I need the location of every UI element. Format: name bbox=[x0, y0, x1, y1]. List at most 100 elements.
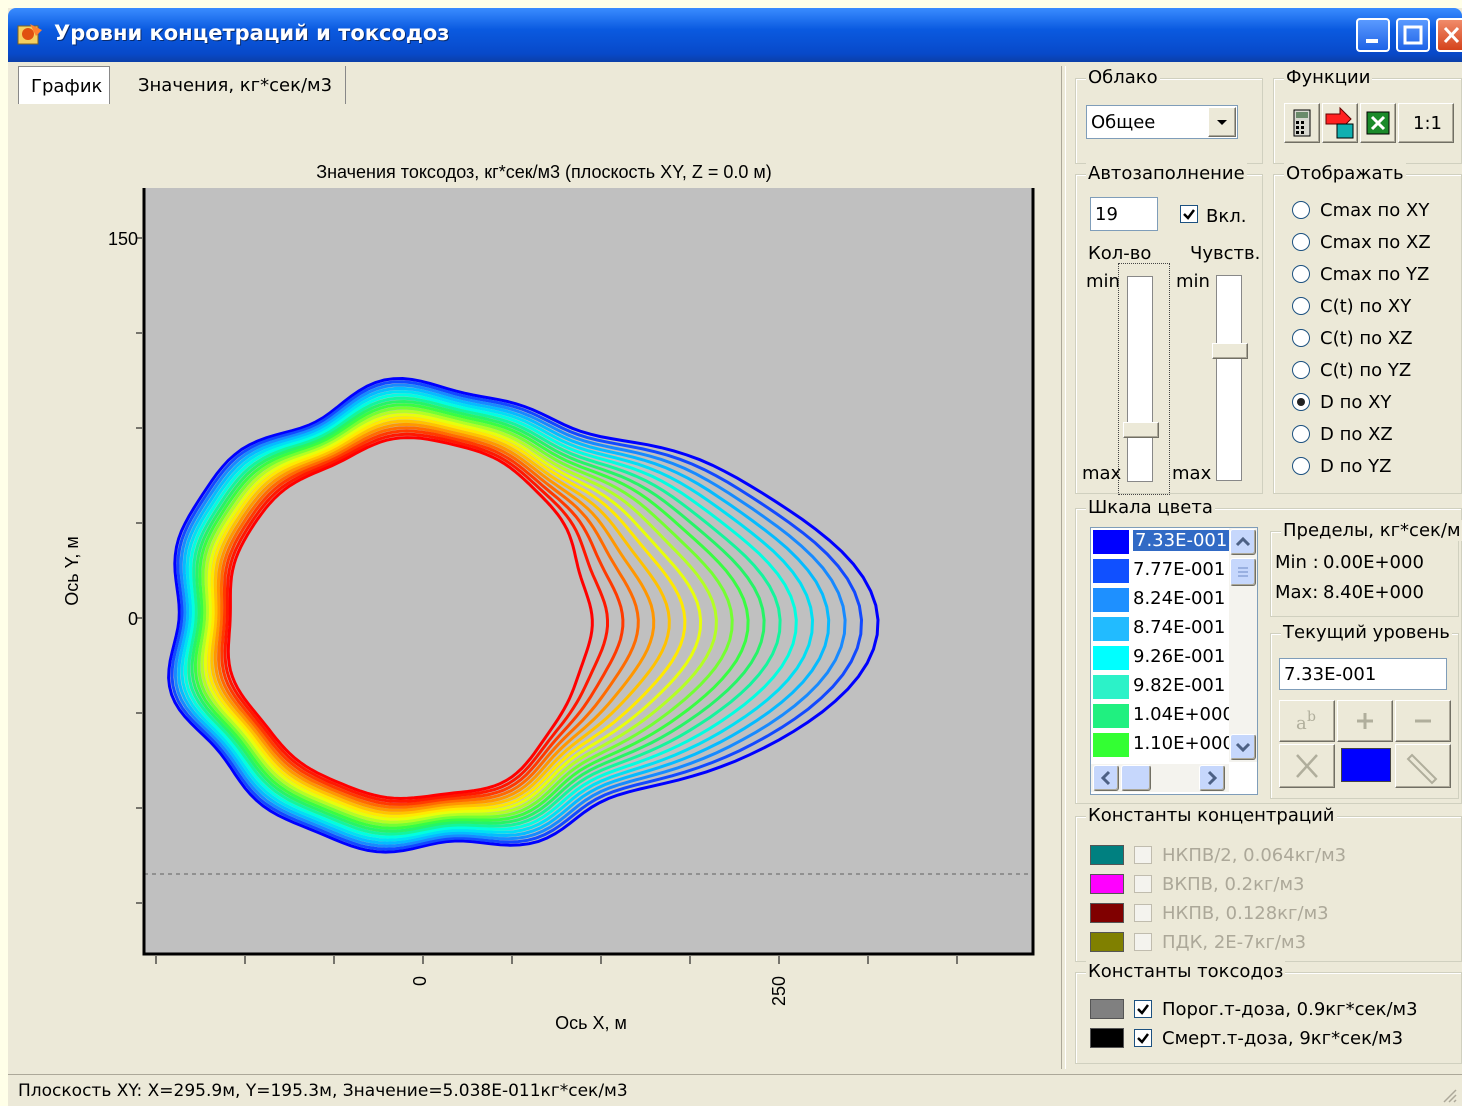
display-group: Отображать Cmax по XY Cmax по XZ Cmax по Y… bbox=[1273, 163, 1462, 494]
tab-graph[interactable]: График bbox=[18, 66, 110, 104]
display-radio-7[interactable] bbox=[1292, 425, 1310, 443]
app-window: Уровни концетраций и токсодоз График Зна… bbox=[8, 8, 1462, 1106]
title-bar[interactable]: Уровни концетраций и токсодоз bbox=[8, 8, 1462, 62]
count-slider-thumb[interactable] bbox=[1123, 422, 1159, 438]
scroll-up-button[interactable] bbox=[1230, 529, 1256, 555]
limits-group-label: Пределы, кг*сек/м bbox=[1281, 520, 1462, 541]
display-radio-1[interactable] bbox=[1292, 233, 1310, 251]
cloud-select-dropdown-button[interactable] bbox=[1208, 107, 1236, 137]
color-scale-item[interactable]: 9.26E-001 bbox=[1091, 644, 1227, 672]
excel-button[interactable] bbox=[1360, 103, 1396, 143]
count-max-label: max bbox=[1082, 463, 1122, 484]
color-swatch bbox=[1093, 646, 1129, 670]
cloud-select[interactable]: Общее bbox=[1086, 105, 1238, 139]
y-axis-ticks bbox=[136, 237, 142, 904]
tab-values[interactable]: Значения, кг*сек/м3 bbox=[120, 66, 346, 104]
color-scale-item[interactable]: 1.04E+000 bbox=[1091, 702, 1229, 730]
maximize-icon bbox=[1403, 25, 1423, 45]
constant-label: НКПВ, 0.128кг/м3 bbox=[1162, 903, 1329, 924]
vscroll-thumb[interactable] bbox=[1230, 558, 1256, 586]
contour-line bbox=[210, 419, 671, 815]
y-axis-label: Ось Y, м bbox=[62, 536, 82, 605]
sensitivity-slider-thumb[interactable] bbox=[1212, 343, 1248, 359]
color-scale-item[interactable]: 8.24E-001 bbox=[1091, 586, 1227, 614]
checkmark-icon bbox=[1137, 1004, 1149, 1015]
contour-line bbox=[213, 422, 656, 812]
sensitivity-slider[interactable] bbox=[1212, 273, 1248, 483]
export-button[interactable] bbox=[1322, 103, 1358, 143]
contour-line bbox=[167, 376, 880, 854]
scroll-left-button[interactable] bbox=[1093, 765, 1119, 791]
limits-group: Пределы, кг*сек/м Min : 0.00E+000 Max: 8… bbox=[1270, 520, 1462, 617]
scale-1-1-button[interactable]: 1:1 bbox=[1398, 103, 1454, 143]
contour-line bbox=[220, 429, 625, 806]
status-text: Плоскость XY: X=295.9м, Y=195.3м, Значен… bbox=[18, 1081, 628, 1101]
display-option-label: C(t) по YZ bbox=[1320, 360, 1412, 381]
contour-line bbox=[187, 396, 782, 836]
display-radio-4[interactable] bbox=[1292, 329, 1310, 347]
plus-icon bbox=[1357, 713, 1373, 729]
chevron-left-icon bbox=[1100, 770, 1111, 786]
constant-checkbox[interactable] bbox=[1134, 904, 1152, 922]
color-scale-item[interactable]: 1.10E+000 bbox=[1091, 731, 1229, 759]
color-scale-item[interactable]: 9.82E-001 bbox=[1091, 673, 1227, 701]
current-level-input[interactable]: 7.33E-001 bbox=[1279, 658, 1447, 690]
color-swatch bbox=[1093, 588, 1129, 612]
autofill-count-input[interactable]: 19 bbox=[1090, 197, 1158, 231]
delete-icon bbox=[1296, 754, 1318, 778]
color-scale-vscrollbar[interactable] bbox=[1229, 528, 1257, 762]
color-swatch bbox=[1093, 559, 1129, 583]
checkmark-icon bbox=[1137, 1033, 1149, 1044]
minimize-button[interactable] bbox=[1356, 18, 1390, 52]
tab-values-label: Значения, кг*сек/м3 bbox=[138, 75, 333, 96]
count-slider-track bbox=[1127, 276, 1153, 482]
display-radio-0[interactable] bbox=[1292, 201, 1310, 219]
add-level-button[interactable] bbox=[1337, 700, 1393, 742]
autofill-count-value: 19 bbox=[1095, 204, 1118, 225]
contour-line bbox=[203, 413, 703, 821]
contour-line bbox=[184, 393, 798, 839]
count-min-label: min bbox=[1086, 271, 1120, 292]
color-scale-item[interactable]: 7.77E-001 bbox=[1091, 557, 1227, 585]
display-radio-3[interactable] bbox=[1292, 297, 1310, 315]
color-scale-item[interactable]: 7.33E-001 bbox=[1091, 528, 1229, 556]
contour-chart[interactable]: Значения токсодоз, кг*сек/м3 (плоскость … bbox=[16, 104, 1064, 1069]
close-button[interactable] bbox=[1436, 18, 1462, 52]
display-radio-8[interactable] bbox=[1292, 457, 1310, 475]
constant-color-swatch bbox=[1090, 845, 1124, 865]
functions-group: Функции 1:1 bbox=[1273, 67, 1462, 164]
color-scale-item[interactable]: 8.74E-001 bbox=[1091, 615, 1227, 643]
display-radio-6[interactable] bbox=[1292, 393, 1310, 411]
contour-line bbox=[180, 390, 815, 842]
constant-checkbox[interactable] bbox=[1134, 1029, 1152, 1047]
constant-checkbox[interactable] bbox=[1134, 1000, 1152, 1018]
scroll-right-button[interactable] bbox=[1199, 765, 1225, 791]
excel-icon bbox=[1366, 111, 1390, 135]
count-slider[interactable] bbox=[1118, 263, 1170, 495]
delete-level-button[interactable] bbox=[1279, 744, 1335, 788]
current-level-value: 7.33E-001 bbox=[1284, 664, 1377, 685]
constant-checkbox[interactable] bbox=[1134, 933, 1152, 951]
app-icon bbox=[17, 24, 42, 45]
calculator-button[interactable] bbox=[1284, 103, 1320, 143]
display-option-label: Cmax по XZ bbox=[1320, 232, 1431, 253]
maximize-button[interactable] bbox=[1396, 18, 1430, 52]
color-scale-hscrollbar[interactable] bbox=[1091, 764, 1229, 792]
display-radio-5[interactable] bbox=[1292, 361, 1310, 379]
resize-grip-icon[interactable] bbox=[1440, 1086, 1458, 1104]
hscroll-thumb[interactable] bbox=[1121, 765, 1151, 791]
svg-text:a: a bbox=[1296, 713, 1307, 734]
scroll-down-button[interactable] bbox=[1230, 734, 1256, 760]
current-level-color[interactable] bbox=[1341, 748, 1391, 782]
contour-line bbox=[177, 386, 831, 845]
edit-color-button[interactable] bbox=[1395, 744, 1451, 788]
autofill-group-label: Автозаполнение bbox=[1086, 163, 1247, 184]
display-radio-2[interactable] bbox=[1292, 265, 1310, 283]
remove-level-button[interactable] bbox=[1395, 700, 1451, 742]
constant-checkbox[interactable] bbox=[1134, 846, 1152, 864]
constant-checkbox[interactable] bbox=[1134, 875, 1152, 893]
color-scale-list[interactable]: 7.33E-001 7.77E-001 8.24E-001 8.74E-001 9.26… bbox=[1090, 527, 1258, 795]
autofill-enabled-checkbox[interactable] bbox=[1180, 205, 1198, 223]
